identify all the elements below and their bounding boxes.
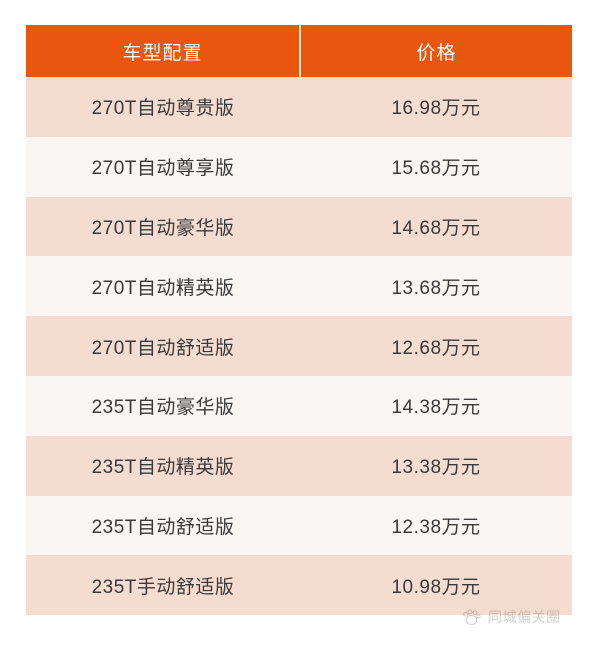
cell-price: 13.38万元 (300, 435, 572, 496)
table-body: 270T自动尊贵版 16.98万元 270T自动尊享版 15.68万元 270T自动豪华… (26, 77, 572, 616)
table-row: 270T自动精英版 13.68万元 (26, 256, 572, 317)
cell-config: 235T手动舒适版 (26, 555, 300, 616)
table-row: 270T自动豪华版 14.68万元 (26, 196, 572, 257)
cell-price: 14.68万元 (300, 196, 572, 257)
cell-price: 14.38万元 (300, 375, 572, 436)
cell-config: 270T自动舒适版 (26, 316, 300, 376)
table-header: 车型配置 价格 (26, 25, 572, 77)
cell-price: 10.98万元 (300, 555, 572, 616)
cell-config: 270T自动尊享版 (26, 136, 300, 197)
table-row: 235T自动舒适版 12.38万元 (26, 495, 572, 556)
table-row: 270T自动尊享版 15.68万元 (26, 136, 572, 197)
table-header-row: 车型配置 价格 (26, 25, 572, 77)
table-row: 235T自动豪华版 14.38万元 (26, 375, 572, 436)
cell-price: 12.38万元 (300, 495, 572, 556)
cell-config: 235T自动精英版 (26, 435, 300, 496)
column-header-price: 价格 (300, 25, 572, 77)
cell-config: 235T自动豪华版 (26, 375, 300, 436)
table-row: 235T自动精英版 13.38万元 (26, 435, 572, 496)
cell-config: 270T自动精英版 (26, 256, 300, 317)
cell-price: 12.68万元 (300, 316, 572, 376)
cell-config: 270T自动豪华版 (26, 196, 300, 257)
column-header-config: 车型配置 (26, 25, 301, 77)
cell-config: 235T自动舒适版 (26, 495, 300, 556)
table-row: 270T自动舒适版 12.68万元 (26, 316, 572, 376)
cell-price: 15.68万元 (300, 136, 572, 197)
table-row: 235T手动舒适版 10.98万元 (26, 555, 572, 616)
vehicle-price-table: 车型配置 价格 270T自动尊贵版 16.98万元 270T自动尊享版 15.68万元… (26, 25, 572, 616)
table-row: 270T自动尊贵版 16.98万元 (26, 77, 572, 137)
cell-config: 270T自动尊贵版 (26, 77, 300, 137)
cell-price: 16.98万元 (300, 77, 572, 137)
cell-price: 13.68万元 (300, 256, 572, 317)
